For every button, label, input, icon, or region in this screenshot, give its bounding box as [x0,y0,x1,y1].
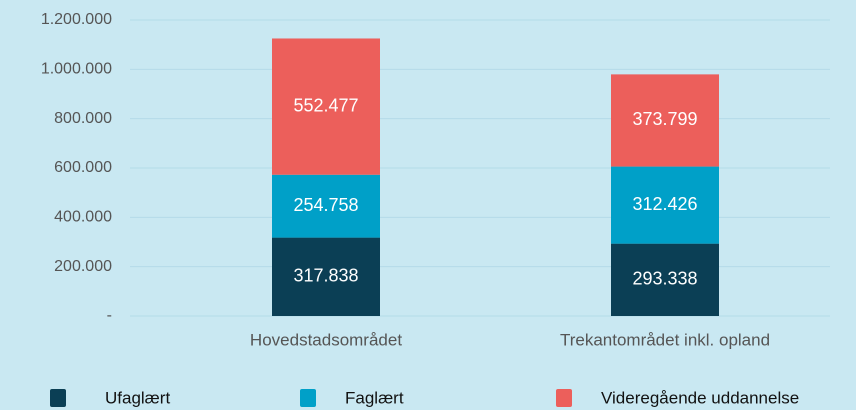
y-tick-label: 1.200.000 [41,11,112,28]
value-label: 373.799 [632,109,697,129]
y-tick-label: 200.000 [54,258,112,275]
bar-segment [611,243,719,316]
legend-label: Ufaglært [105,388,170,407]
x-tick-label: Hovedstadsområdet [250,330,402,349]
legend-swatch [300,389,316,407]
value-label: 293.338 [632,269,697,289]
legend-swatch [50,389,66,407]
bar-segment [272,237,380,316]
legend-label: Faglært [345,388,404,407]
y-tick-label: 800.000 [54,110,112,127]
value-label: 317.838 [293,266,358,286]
legend-label: Videregående uddannelse [601,388,799,407]
legend-swatch [556,389,572,407]
bar-segment [611,74,719,167]
bar-segment [272,174,380,238]
y-tick-label: 600.000 [54,159,112,176]
y-tick-label: 1.000.000 [41,61,112,78]
y-tick-label: 400.000 [54,209,112,226]
value-label: 254.758 [293,195,358,215]
bar-segment [272,38,380,175]
y-tick-label: - [107,307,112,324]
value-label: 312.426 [632,194,697,214]
value-label: 552.477 [293,95,358,115]
x-tick-label: Trekantområdet inkl. opland [560,330,770,349]
bar-segment [611,166,719,244]
